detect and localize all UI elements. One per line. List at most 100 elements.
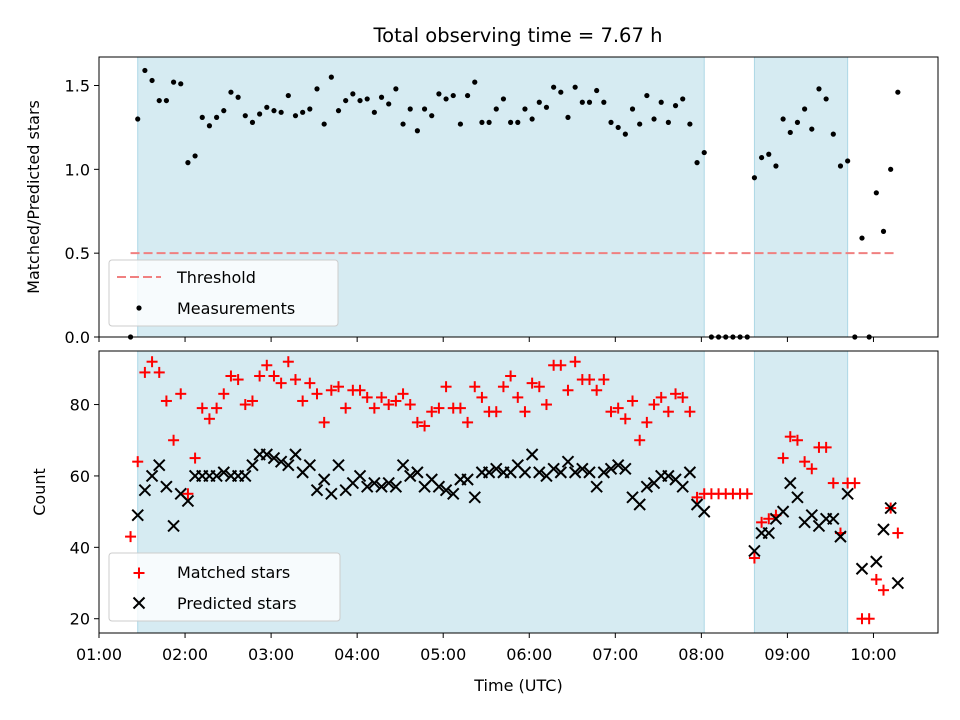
- matched-star-point: [827, 477, 839, 489]
- measurement-point: [350, 91, 356, 97]
- predicted-star-point: [568, 466, 582, 479]
- matched-star-point: [211, 402, 223, 414]
- predicted-star-point: [877, 523, 890, 536]
- matched-star-point: [340, 402, 352, 414]
- predicted-star-point: [841, 487, 854, 500]
- matched-star-point: [168, 434, 180, 446]
- count-legend: Matched stars Predicted stars: [108, 552, 341, 622]
- matched-star-point: [806, 463, 818, 475]
- y-tick-label: 0.0: [65, 328, 90, 347]
- matched-star-point: [246, 395, 258, 407]
- count-panel-frame: [98, 350, 939, 634]
- matched-star-point: [268, 370, 280, 382]
- measurement-point: [242, 113, 248, 119]
- predicted-star-point: [217, 466, 230, 479]
- measurement-point: [536, 99, 542, 105]
- measurement-point: [135, 116, 141, 122]
- matched-star-point: [741, 488, 753, 500]
- measurement-point: [249, 119, 256, 125]
- predicted-star-point: [360, 480, 374, 493]
- predicted-star-point: [382, 476, 395, 490]
- matched-star-point: [777, 452, 789, 464]
- measurement-point: [809, 126, 815, 132]
- measurement-point: [500, 96, 507, 102]
- matched-star-point: [333, 381, 345, 393]
- matched-star-point: [684, 406, 696, 418]
- y-tick-label: 80: [70, 396, 90, 415]
- measurement-point: [629, 106, 636, 112]
- legend-label: Matched stars: [177, 563, 290, 582]
- matched-star-point: [189, 452, 201, 464]
- matched-star-point: [361, 391, 373, 403]
- predicted-star-point: [317, 473, 331, 486]
- measurement-point: [515, 119, 521, 125]
- predicted-star-point: [289, 448, 302, 461]
- predicted-star-point: [353, 469, 367, 483]
- matched-star-point: [641, 416, 653, 428]
- measurement-point: [192, 153, 198, 159]
- matched-star-point: [526, 377, 538, 389]
- matched-star-point: [203, 413, 215, 425]
- predicted-star-point: [210, 469, 223, 483]
- predicted-star-point: [784, 476, 797, 490]
- predicted-star-point: [411, 466, 424, 479]
- legend-label: Measurements: [177, 299, 295, 318]
- measurement-point: [522, 106, 528, 112]
- measurement-point: [443, 96, 449, 102]
- legend-measurement-swatch: [136, 305, 142, 311]
- measurement-point: [551, 84, 557, 90]
- predicted-star-point: [145, 469, 159, 483]
- legend-label: Threshold: [176, 268, 256, 287]
- predicted-star-point: [132, 596, 146, 610]
- predicted-star-point: [332, 459, 345, 472]
- predicted-star-point: [167, 519, 180, 533]
- matched-star-point: [591, 384, 603, 396]
- measurement-point: [665, 119, 671, 125]
- matched-star-point: [133, 567, 145, 579]
- matched-star-point: [677, 391, 689, 403]
- predicted-star-point: [590, 480, 603, 493]
- predicted-star-point: [834, 530, 847, 543]
- predicted-star-point: [662, 469, 675, 483]
- measurement-point: [357, 97, 363, 104]
- measurement-point: [271, 108, 277, 114]
- matched-star-point: [297, 395, 309, 407]
- predicted-star-point: [282, 459, 295, 472]
- predicted-star-point: [239, 469, 252, 483]
- measurement-point: [414, 128, 420, 134]
- measurement-point: [766, 151, 772, 157]
- matched-star-point: [583, 374, 595, 386]
- matched-star-point: [533, 381, 545, 393]
- matched-star-point: [311, 388, 323, 400]
- y-tick-label: 1.5: [65, 77, 90, 96]
- predicted-star-point: [260, 448, 274, 461]
- measurement-point: [228, 89, 234, 95]
- measurement-point: [543, 104, 550, 110]
- y-tick-label: 60: [70, 467, 90, 486]
- x-tick-label: 08:00: [678, 645, 724, 664]
- matched-star-point: [239, 399, 251, 411]
- matched-star-point: [411, 416, 423, 428]
- measurement-point: [823, 96, 829, 102]
- matched-star-point: [863, 613, 875, 625]
- matched-star-point: [318, 416, 330, 428]
- matched-star-point: [670, 388, 682, 400]
- predicted-stars-points: [131, 448, 905, 590]
- matched-star-point: [619, 413, 631, 425]
- matched-star-point: [627, 395, 639, 407]
- measurement-point: [307, 106, 313, 112]
- matched-star-point: [655, 391, 667, 403]
- matched-star-point: [820, 441, 832, 453]
- measurement-point: [300, 109, 306, 115]
- matched-star-point: [454, 402, 466, 414]
- measurement-point: [751, 175, 758, 181]
- measurement-point: [672, 103, 679, 109]
- predicted-star-point: [805, 508, 818, 522]
- matched-star-point: [648, 399, 660, 411]
- predicted-star-point: [748, 544, 761, 558]
- predicted-star-point: [884, 501, 897, 515]
- measurement-point: [787, 129, 793, 136]
- matched-star-point: [390, 395, 402, 407]
- measurement-point: [393, 86, 399, 92]
- measurement-point: [780, 116, 786, 122]
